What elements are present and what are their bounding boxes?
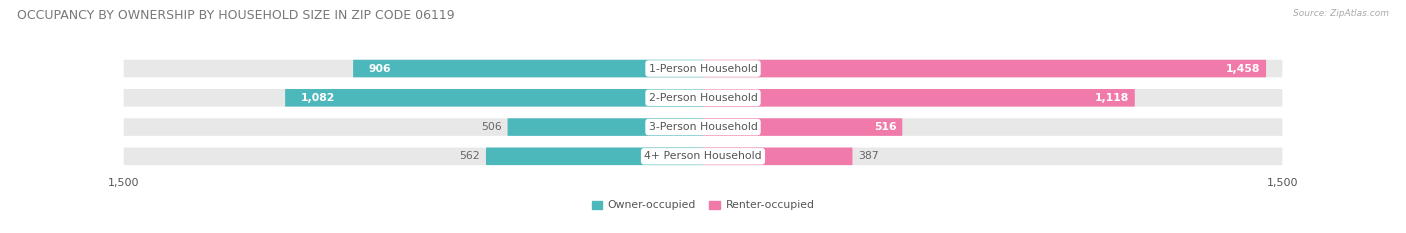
Text: 506: 506	[481, 122, 502, 132]
FancyBboxPatch shape	[124, 89, 1282, 106]
FancyBboxPatch shape	[124, 147, 1282, 165]
Text: OCCUPANCY BY OWNERSHIP BY HOUSEHOLD SIZE IN ZIP CODE 06119: OCCUPANCY BY OWNERSHIP BY HOUSEHOLD SIZE…	[17, 9, 454, 22]
Legend: Owner-occupied, Renter-occupied: Owner-occupied, Renter-occupied	[588, 196, 818, 215]
Text: 2-Person Household: 2-Person Household	[648, 93, 758, 103]
FancyBboxPatch shape	[124, 118, 1282, 136]
FancyBboxPatch shape	[703, 118, 903, 136]
FancyBboxPatch shape	[703, 147, 852, 165]
Text: Source: ZipAtlas.com: Source: ZipAtlas.com	[1294, 9, 1389, 18]
Text: 387: 387	[858, 151, 879, 161]
Text: 1,082: 1,082	[301, 93, 335, 103]
Text: 3-Person Household: 3-Person Household	[648, 122, 758, 132]
FancyBboxPatch shape	[703, 60, 1267, 77]
FancyBboxPatch shape	[508, 118, 703, 136]
FancyBboxPatch shape	[353, 60, 703, 77]
FancyBboxPatch shape	[486, 147, 703, 165]
Text: 906: 906	[368, 64, 391, 74]
FancyBboxPatch shape	[285, 89, 703, 106]
Text: 1-Person Household: 1-Person Household	[648, 64, 758, 74]
Text: 1,118: 1,118	[1095, 93, 1129, 103]
FancyBboxPatch shape	[124, 60, 1282, 77]
Text: 516: 516	[875, 122, 897, 132]
FancyBboxPatch shape	[703, 89, 1135, 106]
Text: 562: 562	[460, 151, 481, 161]
Text: 1,458: 1,458	[1226, 64, 1260, 74]
Text: 4+ Person Household: 4+ Person Household	[644, 151, 762, 161]
